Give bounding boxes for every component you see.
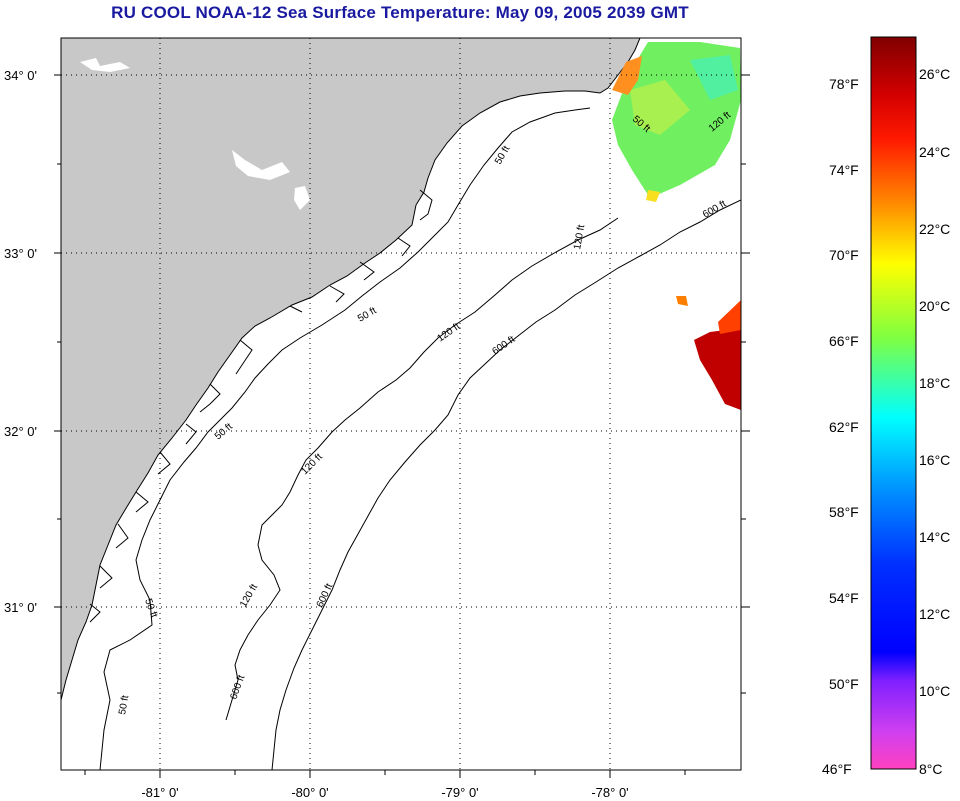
contour-50ft — [99, 107, 591, 770]
colorbar-f-label: 46°F — [822, 761, 852, 777]
colorbar — [870, 36, 917, 770]
colorbar-c-label: 16°C — [919, 452, 950, 468]
colorbar-c-label: 10°C — [919, 683, 950, 699]
colorbar-f-label: 50°F — [829, 676, 859, 692]
colorbar-c-label: 18°C — [919, 375, 950, 391]
contour-120ft — [225, 217, 619, 721]
colorbar-f-label: 78°F — [829, 76, 859, 92]
colorbar-c-label: 14°C — [919, 529, 950, 545]
colorbar-f-label: 66°F — [829, 333, 859, 349]
colorbar-c-label: 8°C — [919, 761, 943, 777]
contour-label: 120 ft — [572, 224, 587, 251]
land-mass — [61, 38, 641, 701]
lake-patch — [68, 706, 78, 720]
colorbar-f-label: 74°F — [829, 162, 859, 178]
lat-label-33: 33° 0' — [4, 246, 37, 261]
lat-label-34: 34° 0' — [4, 68, 37, 83]
colorbar-f-label: 58°F — [829, 504, 859, 520]
lake-patch — [294, 186, 310, 210]
colorbar-f-label: 70°F — [829, 247, 859, 263]
lon-label-80: -80° 0' — [291, 785, 328, 800]
colorbar-c-label: 26°C — [919, 66, 950, 82]
map-title: RU COOL NOAA-12 Sea Surface Temperature:… — [111, 3, 689, 22]
colorbar-c-label: 24°C — [919, 144, 950, 160]
lon-label-79: -79° 0' — [441, 785, 478, 800]
lake-patch — [232, 150, 290, 180]
colorbar-c-label: 22°C — [919, 221, 950, 237]
tick-marks — [54, 74, 750, 778]
lon-label-81: -81° 0' — [141, 785, 178, 800]
contour-600ft — [271, 199, 741, 770]
lake-patch — [80, 58, 130, 72]
map-frame — [60, 37, 742, 771]
sst-patch-east — [694, 328, 741, 410]
contour-label: 50 ft — [117, 694, 131, 715]
colorbar-c-label: 20°C — [919, 298, 950, 314]
colorbar-f-label: 54°F — [829, 590, 859, 606]
lat-label-32: 32° 0' — [4, 424, 37, 439]
lat-label-31: 31° 0' — [4, 600, 37, 615]
lon-label-78: -78° 0' — [591, 785, 628, 800]
grid-lines — [61, 38, 741, 770]
colorbar-c-label: 12°C — [919, 606, 950, 622]
colorbar-f-label: 62°F — [829, 419, 859, 435]
